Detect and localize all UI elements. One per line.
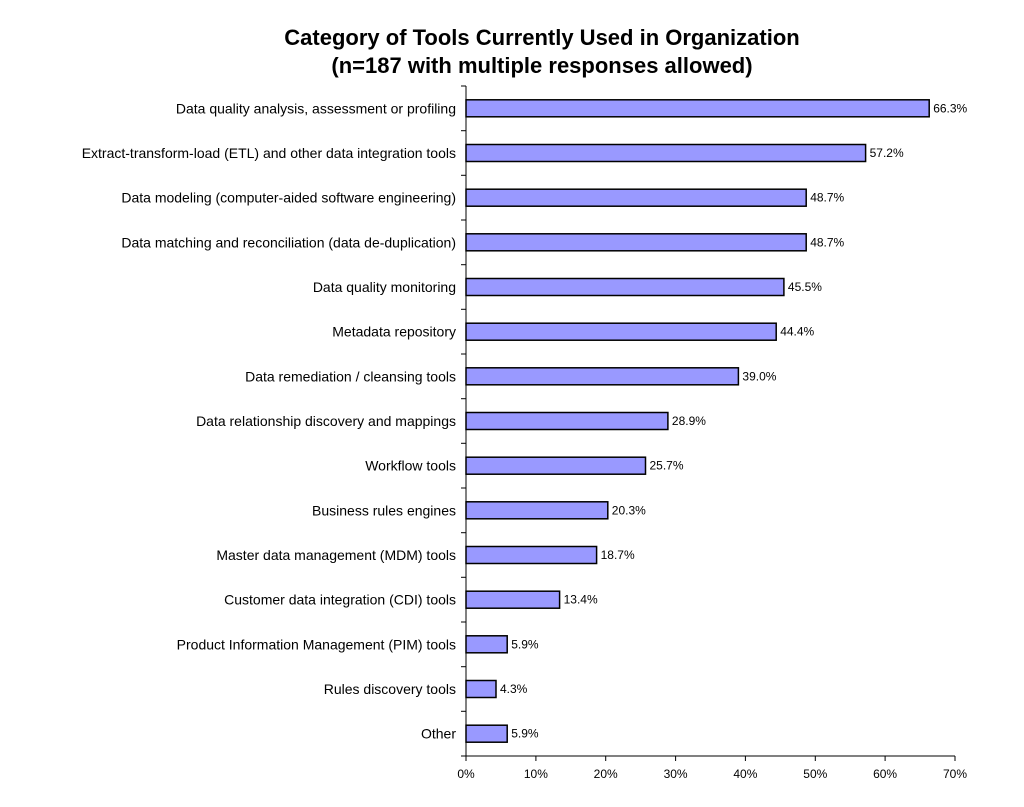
chart-subtitle: (n=187 with multiple responses allowed) (331, 53, 753, 78)
bar (465, 456, 647, 475)
category-label: Data quality monitoring (313, 279, 456, 295)
value-label: 25.7% (650, 459, 684, 473)
category-label: Workflow tools (365, 458, 456, 474)
category-label: Business rules engines (312, 502, 456, 518)
bar (465, 635, 508, 654)
value-label: 13.4% (564, 593, 598, 607)
bar (465, 143, 867, 163)
x-tick-label: 70% (943, 767, 967, 781)
bar (465, 411, 669, 431)
x-tick-label: 20% (594, 767, 618, 781)
category-label: Other (421, 726, 456, 742)
bar (465, 590, 561, 609)
category-label: Product Information Management (PIM) too… (177, 636, 456, 652)
value-label: 18.7% (601, 548, 635, 562)
value-label: 48.7% (810, 191, 844, 205)
value-label: 39.0% (742, 369, 776, 383)
value-label: 28.9% (672, 414, 706, 428)
value-label: 48.7% (810, 235, 844, 249)
category-label: Master data management (MDM) tools (216, 547, 456, 563)
bar (465, 724, 508, 743)
x-tick-label: 10% (524, 767, 548, 781)
category-label: Customer data integration (CDI) tools (224, 592, 456, 608)
bar (465, 679, 497, 699)
value-label: 5.9% (511, 727, 539, 741)
bar (465, 277, 785, 297)
x-tick-label: 50% (803, 767, 827, 781)
bar (465, 99, 930, 118)
bar (465, 188, 807, 207)
category-label: Data quality analysis, assessment or pro… (176, 100, 456, 116)
value-label: 44.4% (780, 325, 814, 339)
bar (465, 501, 609, 520)
x-tick-label: 40% (733, 767, 757, 781)
category-label: Data matching and reconciliation (data d… (121, 234, 456, 250)
bar (465, 545, 598, 565)
category-label: Data relationship discovery and mappings (196, 413, 456, 429)
category-label: Extract-transform-load (ETL) and other d… (82, 145, 456, 161)
chart-title-block: Category of Tools Currently Used in Orga… (0, 24, 1024, 80)
value-label: 45.5% (788, 280, 822, 294)
bar (465, 322, 777, 341)
bar (465, 367, 740, 386)
chart-title: Category of Tools Currently Used in Orga… (284, 25, 800, 50)
value-label: 57.2% (870, 146, 904, 160)
value-label: 66.3% (933, 101, 967, 115)
x-tick-label: 0% (457, 767, 475, 781)
bar (465, 233, 807, 252)
value-label: 5.9% (511, 637, 539, 651)
value-label: 20.3% (612, 503, 646, 517)
category-label: Metadata repository (332, 324, 456, 340)
category-label: Data remediation / cleansing tools (245, 368, 456, 384)
category-label: Rules discovery tools (324, 681, 456, 697)
x-tick-label: 60% (873, 767, 897, 781)
category-label: Data modeling (computer-aided software e… (121, 190, 456, 206)
x-tick-label: 30% (664, 767, 688, 781)
value-label: 4.3% (500, 682, 528, 696)
